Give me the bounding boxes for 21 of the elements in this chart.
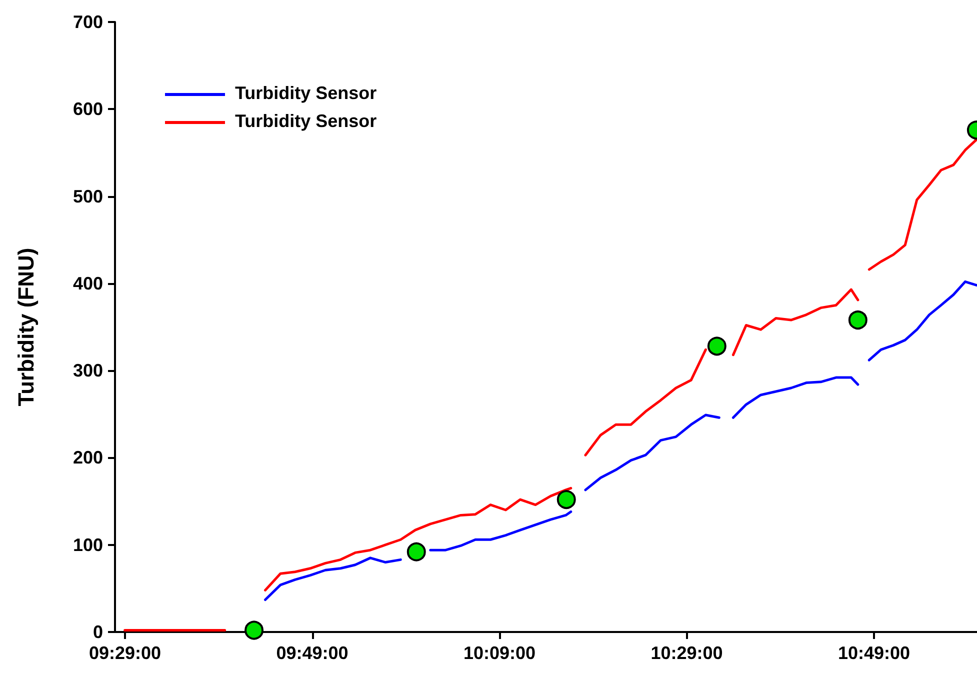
point — [244, 620, 264, 640]
y-tick-label: 100 — [72, 534, 103, 555]
y-tick-label: 600 — [72, 99, 103, 120]
y-tick-label: 0 — [92, 622, 103, 642]
y-tick-label: 400 — [72, 273, 103, 294]
y-tick-label: 300 — [72, 360, 103, 381]
y-tick-label: 500 — [72, 186, 103, 206]
x-tick-label: 10:49:00 — [838, 643, 910, 663]
point — [707, 336, 726, 356]
y-tick-label: 200 — [72, 448, 103, 468]
x-tick-label: 10:09:00 — [463, 643, 536, 663]
legend-label: Turbidity Sensor — [235, 111, 377, 131]
point — [848, 310, 868, 330]
legend-label: Turbidity Sensor — [235, 83, 377, 103]
y-tick-label: 700 — [72, 12, 103, 32]
x-tick-label: 09:29:00 — [88, 643, 162, 663]
point — [556, 490, 576, 510]
x-tick-label: 10:29:00 — [650, 643, 723, 663]
x-tick-label: 09:49:00 — [276, 643, 348, 663]
point — [406, 542, 426, 562]
y-axis-title: Turbidity (FNU) — [14, 248, 38, 406]
